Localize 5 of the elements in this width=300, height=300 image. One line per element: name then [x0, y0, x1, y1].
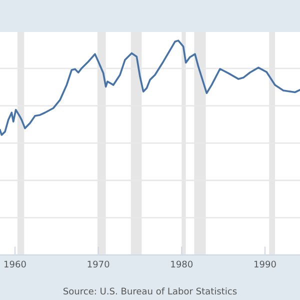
x-tick-label: 1990	[254, 260, 276, 268]
x-tick-label: 1970	[88, 260, 110, 268]
x-tick-label: 1980	[171, 260, 193, 268]
source-note: Source: U.S. Bureau of Labor Statistics	[63, 288, 237, 295]
x-tick-label: 1960	[4, 260, 26, 268]
